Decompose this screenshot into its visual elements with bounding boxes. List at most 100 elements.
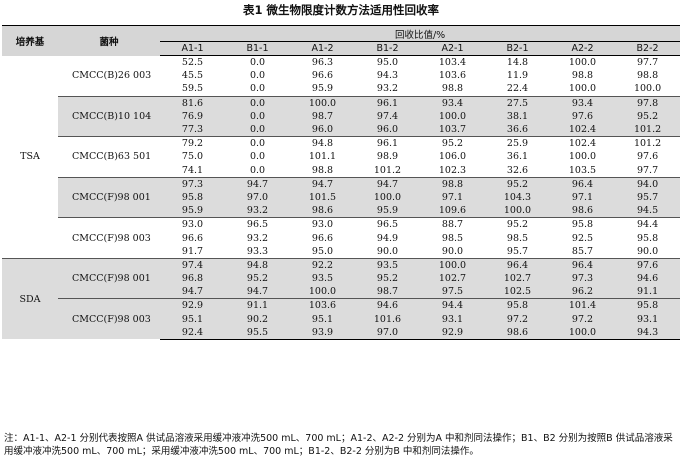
value-cell: 90.2 (225, 312, 290, 326)
value-cell: 95.2 (355, 272, 420, 286)
value-cell: 102.4 (550, 136, 615, 151)
value-cell: 79.2 (160, 136, 225, 151)
value-cell: 0.0 (225, 122, 290, 137)
value-cell: 93.4 (550, 95, 615, 110)
value-cell: 90.0 (420, 244, 485, 259)
value-cell: 97.3 (160, 176, 225, 191)
table-row: SDA CMCC(F)98 001 97.4 94.8 92.2 93.5 100.0 96.… (2, 257, 681, 340)
value-cell: 94.0 (615, 176, 681, 191)
table-row: 59.5 0.0 95.9 93.2 98.8 22.4 100.0 100.0 (2, 82, 681, 97)
value-cell: 95.7 (485, 244, 550, 259)
value-cell: 96.4 (485, 257, 550, 272)
value-cell: 93.0 (290, 217, 355, 232)
value-cell: 92.2 (290, 257, 355, 272)
value-cell: 88.7 (420, 217, 485, 232)
value-cell: 92.4 (160, 325, 225, 340)
value-cell: 96.6 (290, 231, 355, 245)
value-cell: 95.8 (160, 190, 225, 205)
table-row: 92.4 95.5 93.9 97.0 92.9 98.6 100.0 94.3 (2, 325, 681, 340)
value-cell: 95.0 (290, 244, 355, 259)
value-cell: 95.8 (615, 231, 681, 245)
value-cell: 101.2 (615, 122, 681, 137)
table-row: 95.1 90.2 95.1 101.6 93.1 97.2 97.2 93.1 (2, 312, 681, 326)
value-cell: 98.7 (290, 109, 355, 123)
value-cell: 100.0 (550, 82, 615, 97)
value-cell: 52.5 (160, 55, 225, 70)
table-row: CMCC(B)10 104 81.6 0.0 100.0 96.1 93.4 27.5 93.… (2, 95, 681, 137)
value-cell: 97.6 (550, 109, 615, 123)
table-footnote: 注：A1-1、A2-1 分别代表按照A 供试品溶液采用缓冲液冲洗500 mL、7… (4, 433, 673, 457)
value-cell: 97.7 (615, 163, 681, 178)
header-recovery-ratio: 回收比值/% (160, 25, 681, 42)
value-cell: 97.5 (420, 285, 485, 299)
value-cell: 32.6 (485, 163, 550, 178)
header-col-b2-2: B2-2 (615, 41, 681, 56)
value-cell: 77.3 (160, 122, 225, 137)
value-cell: 102.3 (420, 163, 485, 178)
value-cell: 93.1 (615, 312, 681, 326)
value-cell: 100.0 (355, 190, 420, 205)
value-cell: 14.8 (485, 55, 550, 70)
value-cell: 94.7 (225, 176, 290, 191)
header-col-a2-2: A2-2 (550, 41, 615, 56)
value-cell: 95.0 (355, 55, 420, 70)
value-cell: 109.6 (420, 204, 485, 218)
value-cell: 96.4 (550, 176, 615, 191)
strain-cell: CMCC(B)63 501 (58, 136, 160, 178)
table-title: 表1 微生物限度计数方法适用性回收率 (242, 3, 439, 17)
value-cell: 93.3 (225, 244, 290, 259)
value-cell: 98.6 (550, 204, 615, 218)
value-cell: 100.0 (290, 285, 355, 299)
value-cell: 94.5 (615, 204, 681, 218)
value-cell: 95.9 (160, 204, 225, 218)
value-cell: 25.9 (485, 136, 550, 151)
header-medium: 培养基 (2, 25, 58, 56)
value-cell: 96.8 (160, 272, 225, 286)
value-cell: 98.8 (420, 82, 485, 97)
header-col-a1-2: A1-2 (290, 41, 355, 56)
value-cell: 101.4 (550, 298, 615, 313)
value-cell: 11.9 (485, 69, 550, 83)
value-cell: 103.6 (420, 69, 485, 83)
header-col-b1-2: B1-2 (355, 41, 420, 56)
value-cell: 90.0 (615, 244, 681, 259)
recovery-table: 培养基 菌种 回收比值/% A1-1 B1-1 A1-2 B1-2 A2-1 B2-1 A2… (2, 25, 681, 340)
value-cell: 98.8 (290, 163, 355, 178)
value-cell: 96.3 (290, 55, 355, 70)
value-cell: 96.0 (290, 122, 355, 137)
value-cell: 97.8 (615, 95, 681, 110)
value-cell: 95.1 (160, 312, 225, 326)
value-cell: 85.7 (550, 244, 615, 259)
value-cell: 96.6 (160, 231, 225, 245)
value-cell: 95.5 (225, 325, 290, 340)
value-cell: 76.9 (160, 109, 225, 123)
table-row: 76.9 0.0 98.7 97.4 100.0 38.1 97.6 95.2 (2, 109, 681, 123)
value-cell: 100.0 (485, 204, 550, 218)
value-cell: 94.3 (615, 325, 681, 340)
value-cell: 101.1 (290, 150, 355, 164)
value-cell: 95.8 (550, 217, 615, 232)
value-cell: 92.5 (550, 231, 615, 245)
medium-cell: TSA (2, 55, 58, 259)
value-cell: 93.5 (355, 257, 420, 272)
value-cell: 97.4 (160, 257, 225, 272)
strain-cell: CMCC(F)98 001 (58, 257, 160, 299)
value-cell: 100.0 (615, 82, 681, 97)
value-cell: 97.2 (485, 312, 550, 326)
value-cell: 97.0 (225, 190, 290, 205)
value-cell: 97.6 (615, 257, 681, 272)
value-cell: 94.4 (615, 217, 681, 232)
medium-cell: SDA (2, 257, 58, 340)
value-cell: 96.6 (290, 69, 355, 83)
value-cell: 103.7 (420, 122, 485, 137)
table-row: 94.7 94.7 100.0 98.7 97.5 102.5 96.2 91.1 (2, 285, 681, 299)
value-cell: 96.5 (355, 217, 420, 232)
value-cell: 22.4 (485, 82, 550, 97)
value-cell: 103.5 (550, 163, 615, 178)
value-cell: 95.1 (290, 312, 355, 326)
value-cell: 95.9 (355, 204, 420, 218)
value-cell: 93.2 (225, 204, 290, 218)
value-cell: 91.1 (615, 285, 681, 299)
value-cell: 95.8 (615, 298, 681, 313)
